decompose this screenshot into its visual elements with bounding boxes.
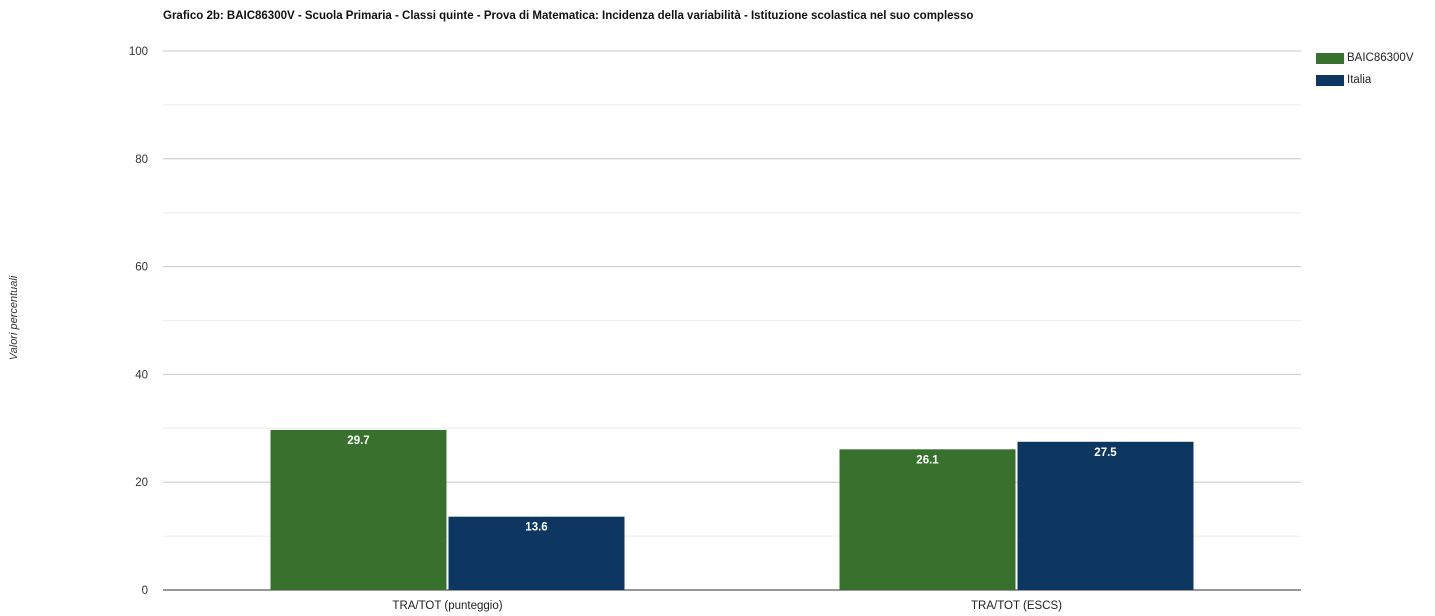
x-category-label: TRA/TOT (ESCS) bbox=[971, 600, 1062, 612]
legend-swatch-baic bbox=[1316, 52, 1344, 64]
legend-swatch-italia bbox=[1316, 74, 1344, 86]
bar-value-label: 29.7 bbox=[347, 435, 369, 447]
legend-label-baic: BAIC86300V bbox=[1347, 52, 1414, 64]
bar-italia-0 bbox=[448, 516, 625, 590]
y-tick-label: 80 bbox=[135, 154, 148, 166]
legend-label-italia: Italia bbox=[1347, 74, 1372, 86]
x-category-label: TRA/TOT (punteggio) bbox=[392, 600, 502, 612]
y-tick-label: 20 bbox=[135, 477, 148, 489]
bar-value-label: 13.6 bbox=[525, 522, 547, 534]
labels-layer: 0 20 40 60 80 100 29.7 13.6 TRA/TOT (punteggio) 2… bbox=[129, 46, 1117, 612]
y-tick-label: 60 bbox=[135, 262, 148, 274]
bar-value-label: 27.5 bbox=[1094, 447, 1117, 459]
chart-title: Grafico 2b: BAIC86300V - Scuola Primaria… bbox=[163, 10, 974, 22]
bar-baic-0 bbox=[270, 429, 447, 590]
legend-item-baic: BAIC86300V bbox=[1316, 50, 1414, 66]
bar-value-label: 26.1 bbox=[916, 454, 939, 466]
bar-baic-1 bbox=[839, 449, 1016, 590]
y-tick-label: 40 bbox=[135, 369, 148, 381]
y-tick-label: 0 bbox=[142, 585, 148, 597]
legend-item-italia: Italia bbox=[1316, 72, 1414, 88]
legend: BAIC86300V Italia bbox=[1316, 50, 1414, 94]
y-tick-label: 100 bbox=[129, 46, 148, 58]
bar-italia-1 bbox=[1017, 441, 1194, 590]
bars-layer bbox=[270, 429, 1194, 590]
